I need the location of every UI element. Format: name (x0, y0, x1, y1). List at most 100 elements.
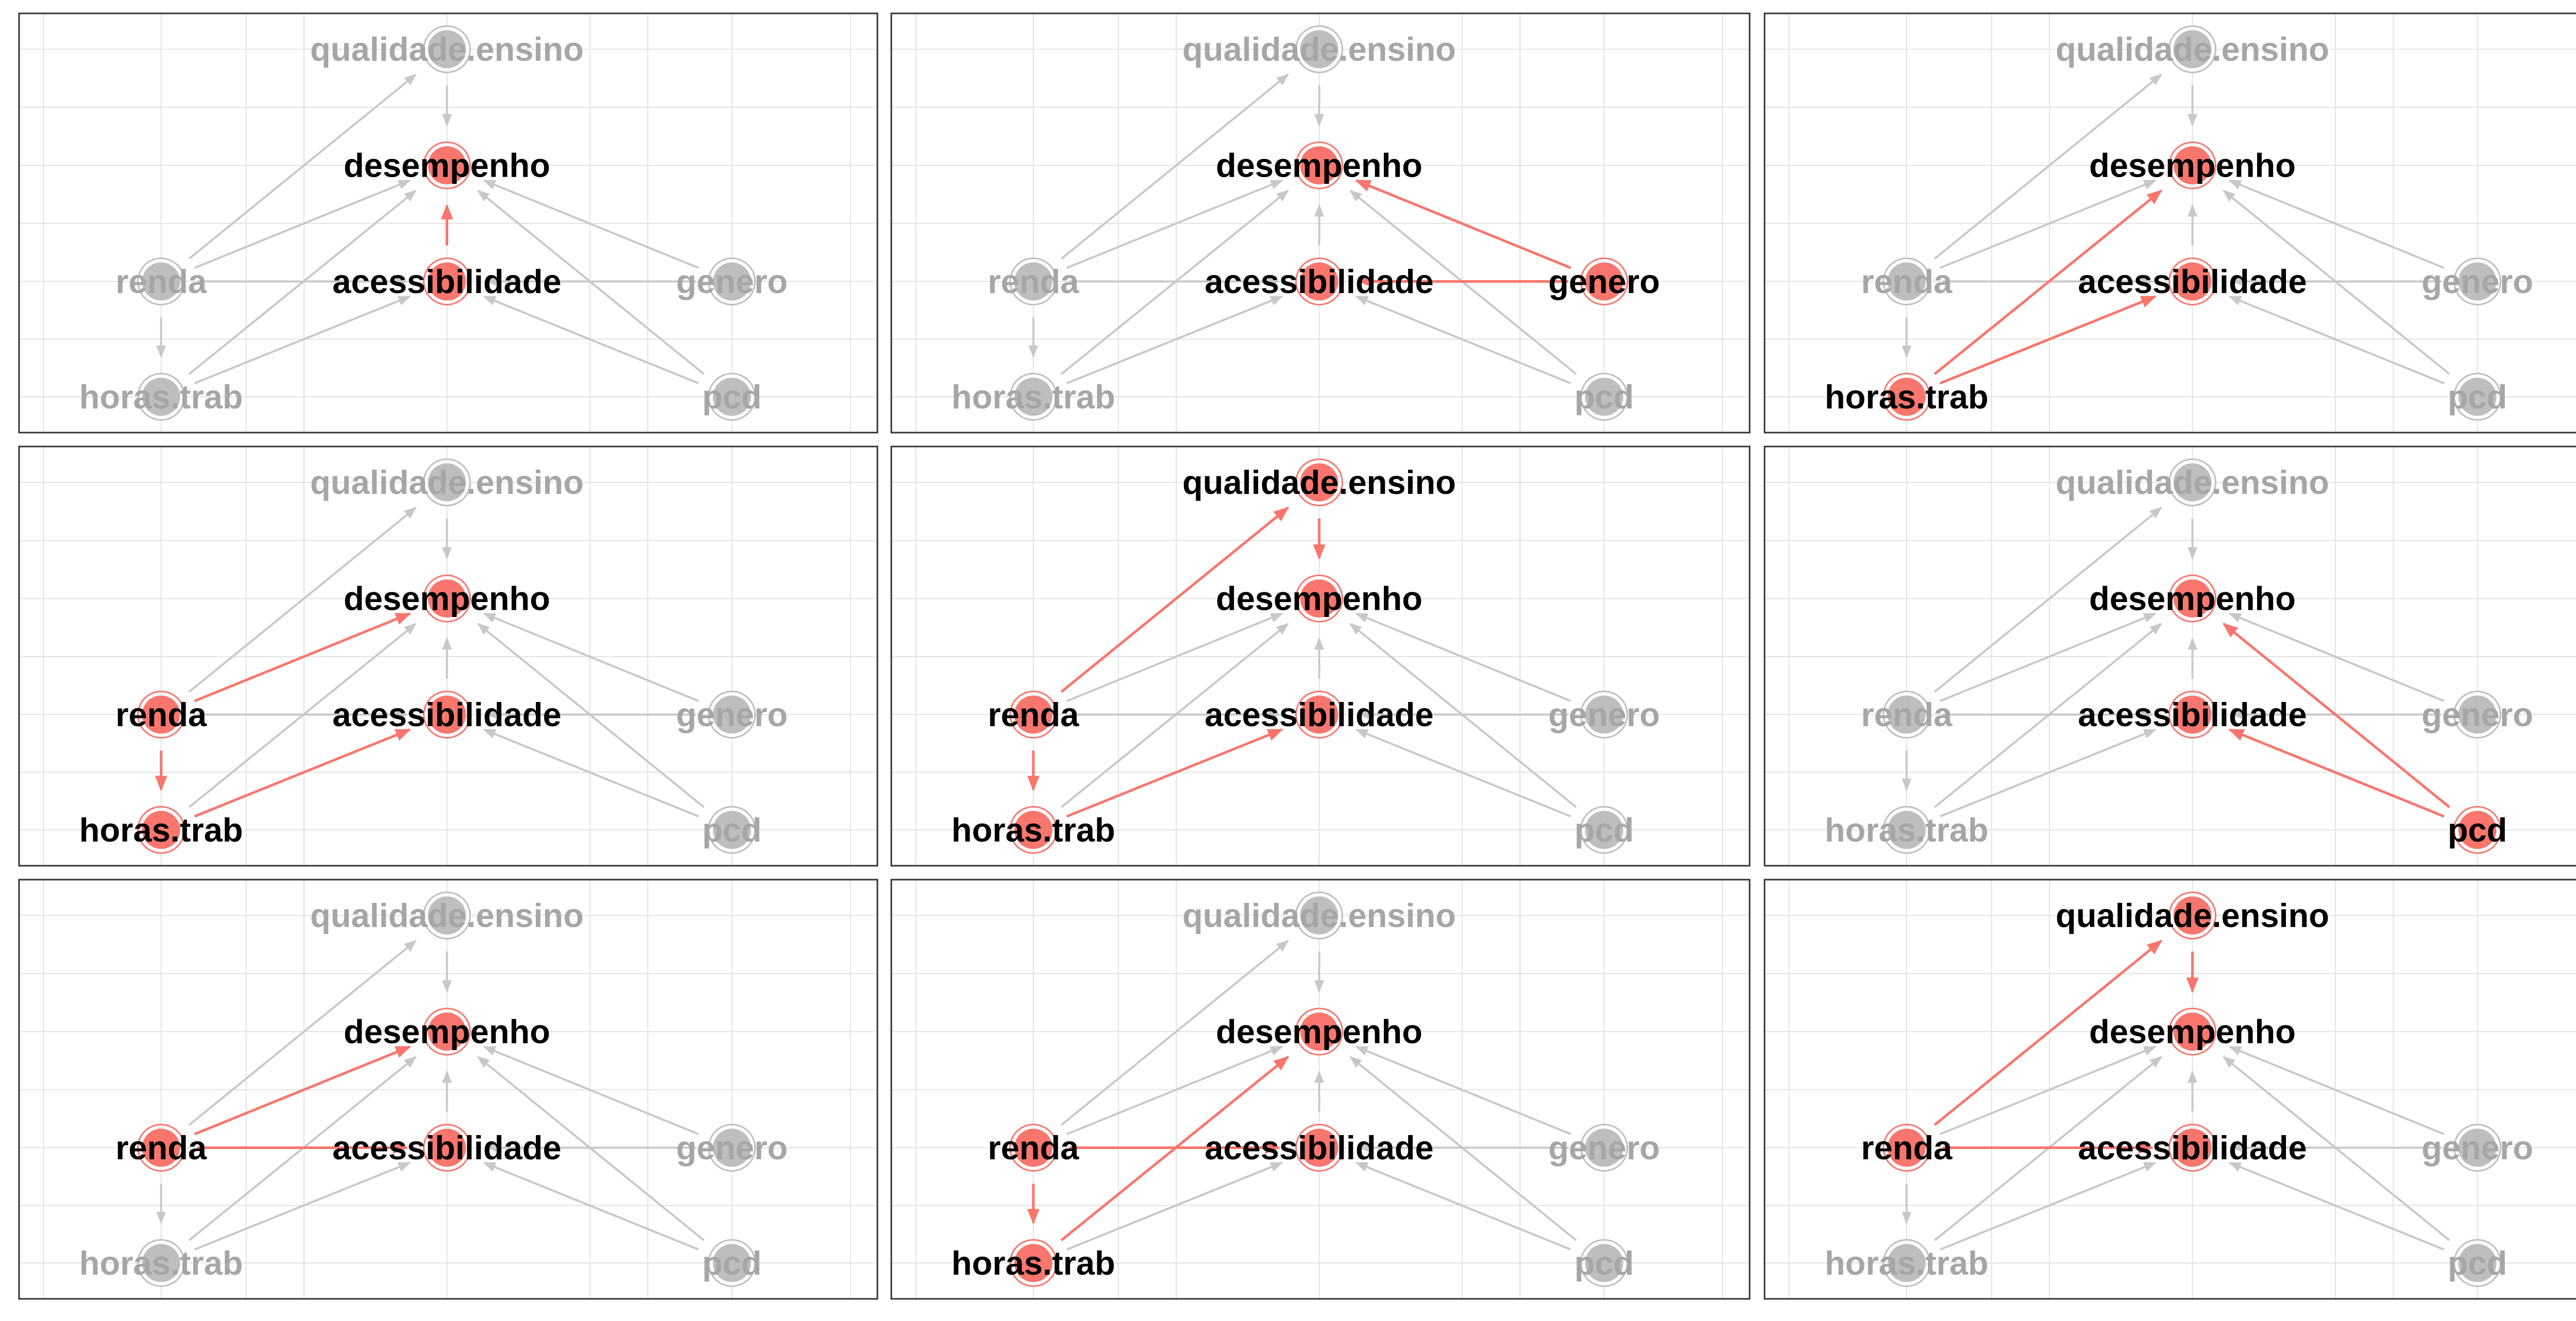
edge-renda-to-desempenho (1066, 1045, 1283, 1136)
node-pcd: pcd (702, 805, 761, 854)
node-horas-trab: horas.trab (79, 1239, 243, 1287)
panel-border (18, 445, 878, 867)
panel-border (1764, 879, 2576, 1300)
node-label: desempenho (344, 1013, 550, 1051)
edge-horas-trab-to-acessibilidade-highlighted (1939, 295, 2157, 385)
node-label: genero (2421, 263, 2533, 300)
edge-genero-to-desempenho (1355, 612, 1571, 702)
node-renda: renda (1861, 691, 1953, 739)
node-qualidade-ensino: qualidade.ensino (2056, 458, 2329, 507)
edge-pcd-to-acessibilidade (1355, 295, 1571, 384)
node-desempenho: desempenho (344, 141, 550, 190)
node-label: genero (676, 696, 788, 733)
node-label: genero (1548, 263, 1660, 300)
node-label: acessibilidade (2078, 1129, 2307, 1166)
node-label: renda (115, 263, 207, 300)
panel-border (1764, 445, 2576, 867)
node-label: qualidade.ensino (2056, 897, 2329, 934)
dag-panel-1: qualidade.ensino desempenho acessibilidade… (18, 12, 878, 434)
node-pcd: pcd (1574, 372, 1634, 421)
edge-genero-to-desempenho (2228, 1045, 2445, 1135)
edge-genero-to-desempenho (483, 612, 699, 702)
dag-panel-5: qualidade.ensino desempenho acessibilidade… (890, 445, 1751, 867)
edge-pcd-to-desempenho (1349, 1056, 1577, 1241)
node-qualidade-ensino: qualidade.ensino (1182, 891, 1456, 940)
edge-pcd-to-desempenho (2223, 1056, 2450, 1241)
edge-genero-to-desempenho (2228, 612, 2445, 702)
node-horas-trab: horas.trab (952, 805, 1115, 854)
node-label: qualidade.ensino (310, 464, 584, 501)
edge-horas-trab-to-acessibilidade (194, 295, 411, 385)
edge-pcd-to-acessibilidade (483, 295, 699, 384)
panel-border (890, 445, 1751, 867)
edge-renda-to-qualidade-ensino (188, 74, 417, 260)
node-acessibilidade: acessibilidade (1205, 691, 1434, 739)
edge-horas-trab-to-desempenho (1934, 623, 2162, 808)
dag-panel-6: qualidade.ensino desempenho acessibilidade… (1764, 445, 2576, 867)
node-label: acessibilidade (1205, 263, 1433, 300)
node-label: pcd (1574, 811, 1634, 849)
node-genero: genero (2421, 258, 2533, 306)
node-label: acessibilidade (332, 696, 561, 733)
edge-renda-to-desempenho (1939, 179, 2157, 269)
node-label: genero (2421, 696, 2533, 733)
node-desempenho: desempenho (1216, 1007, 1422, 1056)
edge-horas-trab-to-acessibilidade-highlighted (1066, 728, 1283, 818)
node-genero: genero (1548, 691, 1660, 739)
node-acessibilidade: acessibilidade (332, 258, 562, 306)
edge-renda-to-qualidade-ensino (1934, 74, 2162, 260)
edge-pcd-to-desempenho (1349, 623, 1577, 808)
edge-horas-trab-to-desempenho (1060, 623, 1289, 808)
node-renda: renda (115, 691, 207, 739)
node-desempenho: desempenho (1216, 141, 1422, 190)
edge-pcd-to-acessibilidade (483, 728, 699, 817)
panel-border (18, 879, 878, 1300)
node-genero: genero (1548, 258, 1660, 306)
node-label: genero (1548, 1129, 1660, 1166)
edge-renda-to-qualidade-ensino (1060, 74, 1289, 260)
edge-pcd-to-acessibilidade (2228, 1161, 2445, 1250)
edge-horas-trab-to-acessibilidade (1939, 728, 2157, 818)
node-pcd: pcd (2448, 805, 2507, 854)
panel-border (890, 12, 1751, 434)
edge-horas-trab-to-desempenho (188, 623, 417, 808)
edge-renda-to-qualidade-ensino (188, 940, 417, 1126)
node-desempenho: desempenho (344, 574, 550, 623)
edge-pcd-to-desempenho (477, 623, 705, 808)
node-label: acessibilidade (332, 1129, 561, 1166)
edge-renda-to-desempenho (1066, 179, 1283, 269)
node-label: horas.trab (1825, 811, 1989, 849)
node-label: desempenho (1216, 147, 1422, 184)
node-horas-trab: horas.trab (1825, 372, 1989, 421)
edge-renda-to-desempenho (1066, 612, 1283, 702)
node-pcd: pcd (2448, 1239, 2507, 1287)
node-label: horas.trab (1825, 378, 1989, 416)
node-desempenho: desempenho (344, 1007, 550, 1056)
node-genero: genero (1548, 1124, 1660, 1172)
dag-panel-7: qualidade.ensino desempenho acessibilidade… (18, 879, 878, 1300)
node-label: pcd (702, 378, 762, 416)
node-label: qualidade.ensino (310, 30, 584, 68)
edge-pcd-to-acessibilidade (483, 1161, 699, 1250)
panel-border (18, 12, 878, 434)
node-genero: genero (2421, 691, 2533, 739)
node-label: renda (988, 696, 1079, 733)
node-label: acessibilidade (2078, 263, 2307, 300)
node-label: genero (676, 1129, 788, 1166)
node-label: desempenho (344, 580, 550, 617)
node-renda: renda (1861, 258, 1953, 306)
node-desempenho: desempenho (2089, 1007, 2296, 1056)
node-renda: renda (988, 1124, 1079, 1172)
node-label: renda (1861, 263, 1953, 300)
node-acessibilidade: acessibilidade (2078, 258, 2307, 306)
node-label: horas.trab (79, 1244, 243, 1282)
node-qualidade-ensino: qualidade.ensino (310, 891, 584, 940)
node-horas-trab: horas.trab (952, 1239, 1115, 1287)
node-label: genero (2421, 1129, 2533, 1166)
node-label: desempenho (2089, 147, 2296, 184)
edge-renda-to-desempenho (1939, 1045, 2157, 1136)
node-pcd: pcd (702, 1239, 761, 1287)
node-label: horas.trab (952, 811, 1115, 849)
node-label: renda (115, 1129, 207, 1166)
node-pcd: pcd (1574, 805, 1634, 854)
